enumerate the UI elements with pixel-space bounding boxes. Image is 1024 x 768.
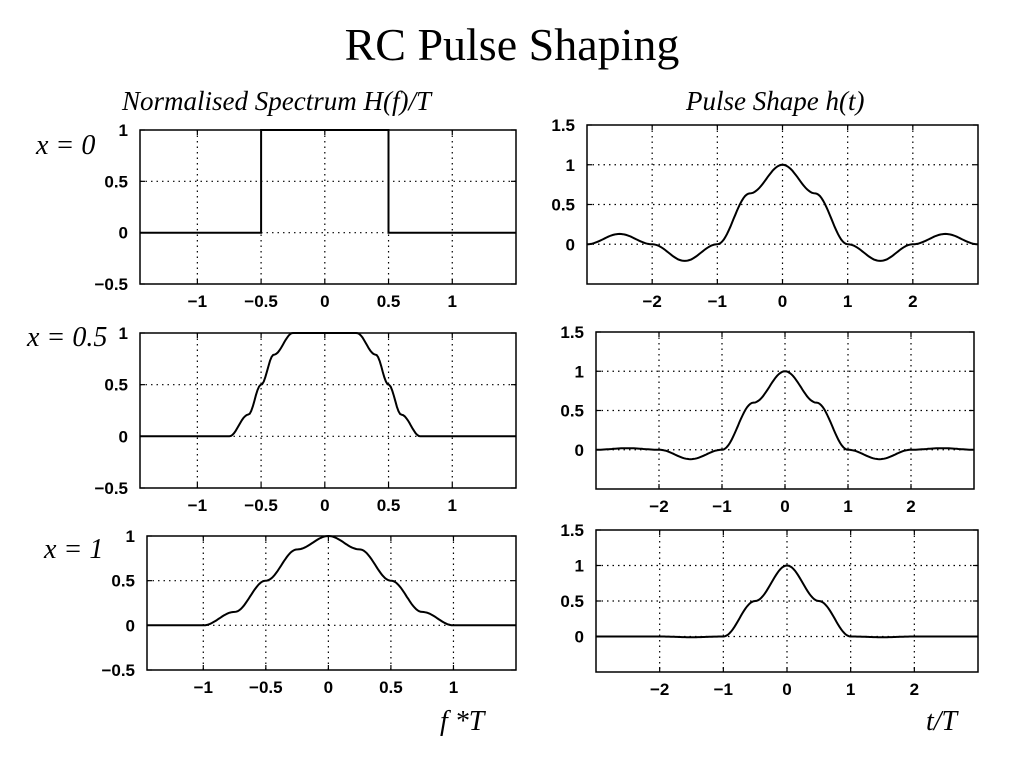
panel-2-xtick-label-4: 1 [448,496,457,515]
panel-2-ytick-label-2: 0.5 [104,376,128,395]
panel-0-xtick-label-1: −0.5 [244,292,278,311]
panel-4-ytick-label-0: −0.5 [101,661,135,680]
panel-3-xtick-label-4: 2 [906,497,915,516]
panel-2-series-line [140,332,516,438]
panel-1-series-line [586,163,979,262]
spectrum-x-axis-label: f *T [440,706,485,737]
panel-3-ytick-label-1: 0.5 [560,402,584,421]
pulse-x-axis-label: t/T [926,706,958,737]
panel-5-ytick-label-0: 0 [575,628,584,647]
row-label-x05: x = 0.5 [27,322,108,353]
row-label-x0: x = 0 [36,130,96,161]
panel-4-xtick-label-2: 0 [324,678,333,697]
panel-1-ytick-label-2: 1 [566,156,575,175]
panel-1-xtick-label-4: 2 [908,292,917,311]
panel-0-frame [139,129,517,285]
panel-5-ytick-label-1: 0.5 [560,592,584,611]
panel-2-xtick-label-3: 0.5 [377,496,401,515]
page-title: RC Pulse Shaping [344,19,680,70]
panel-3-xtick-label-1: −1 [712,497,731,516]
panel-3-xtick-label-2: 0 [780,497,789,516]
panel-2-ytick-label-1: 0 [119,427,128,446]
panel-4-ytick-label-1: 0 [126,616,135,635]
panel-1-xtick-label-3: 1 [843,292,852,311]
panel-5-xtick-label-3: 1 [846,680,855,699]
panel-2-xtick-label-2: 0 [320,496,329,515]
panel-3-xtick-label-0: −2 [649,497,668,516]
panel-4-frame [146,535,517,671]
pulse-column-title: Pulse Shape h(t) [686,86,865,116]
panel-5-series-line [596,564,978,639]
panel-0-ytick-label-0: −0.5 [94,275,128,294]
panel-1-xtick-label-1: −1 [708,292,727,311]
panel-1-xtick-label-0: −2 [642,292,661,311]
panel-1-ytick-label-3: 1.5 [551,116,575,135]
panel-5-ytick-label-2: 1 [575,557,584,576]
panel-2-ytick-label-0: −0.5 [94,479,128,498]
panel-2-xtick-label-0: −1 [188,496,207,515]
panel-1-ytick-label-0: 0 [566,235,575,254]
panel-0-series-line [140,129,516,234]
panel-0-xtick-label-3: 0.5 [377,292,401,311]
panel-0-xtick-label-4: 1 [448,292,457,311]
panel-4-xtick-label-0: −1 [194,678,213,697]
panel-4-ytick-label-3: 1 [126,527,135,546]
spectrum-column-title: Normalised Spectrum H(f)/T [122,86,431,116]
panel-0-ytick-label-2: 0.5 [104,172,128,191]
panel-4-ytick-label-2: 0.5 [111,572,135,591]
panel-3-xtick-label-3: 1 [843,497,852,516]
row-label-x1: x = 1 [44,534,104,565]
panel-4-xtick-label-3: 0.5 [379,678,403,697]
panel-2-xtick-label-1: −0.5 [244,496,278,515]
panel-2-frame [139,332,517,489]
panel-2-ytick-label-3: 1 [119,324,128,343]
panel-4-xtick-label-4: 1 [449,678,458,697]
panel-0-ytick-label-3: 1 [119,121,128,140]
panel-0-xtick-label-0: −1 [188,292,207,311]
panel-3-ytick-label-0: 0 [575,441,584,460]
panel-1-xtick-label-2: 0 [778,292,787,311]
panel-5-xtick-label-1: −1 [714,680,733,699]
panel-0-ytick-label-1: 0 [119,224,128,243]
panel-5-xtick-label-2: 0 [782,680,791,699]
panel-1-ytick-label-1: 0.5 [551,196,575,215]
panel-3-ytick-label-3: 1.5 [560,323,584,342]
panel-1-frame [586,124,979,285]
panel-4-series-line [147,534,516,627]
panel-5-xtick-label-4: 2 [910,680,919,699]
panel-3-series-line [595,370,975,461]
panel-0-xtick-label-2: 0 [320,292,329,311]
panel-5-xtick-label-0: −2 [650,680,669,699]
panel-3-ytick-label-2: 1 [575,362,584,381]
panel-4-xtick-label-1: −0.5 [249,678,283,697]
panel-5-ytick-label-3: 1.5 [560,521,584,540]
